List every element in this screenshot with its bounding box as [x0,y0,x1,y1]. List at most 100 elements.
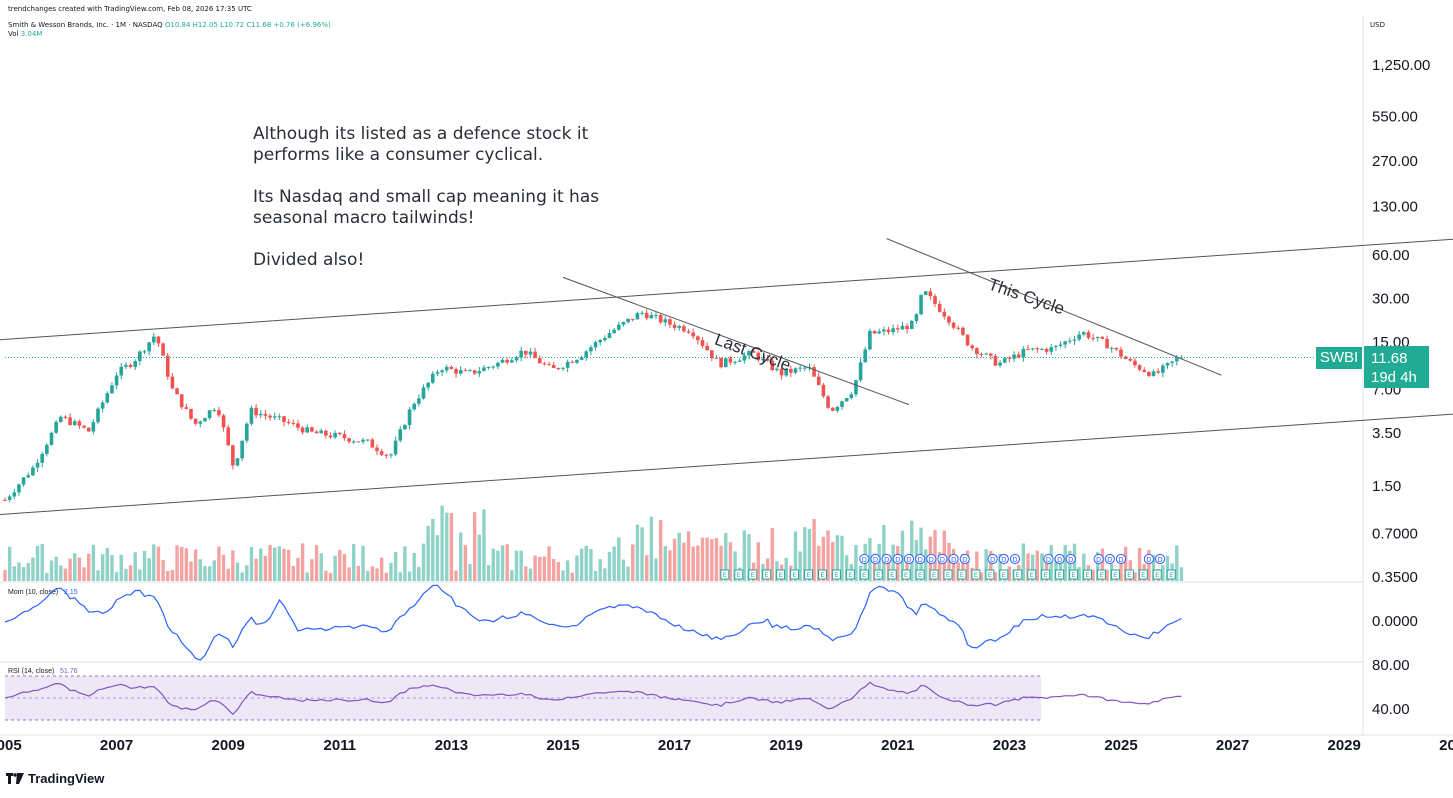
candle-body [124,364,128,367]
trendline-last-cycle [562,276,910,406]
symbol-legend[interactable]: Smith & Wesson Brands, Inc. · 1M · NASDA… [8,21,331,29]
candle-body [914,314,919,321]
candle-body [584,351,589,358]
dividend-marker [926,553,937,565]
candle-body [751,351,756,353]
volume-bar [872,553,877,581]
candle-body [300,427,305,433]
volume-bar [1147,549,1151,581]
candle-body [984,353,988,355]
earnings-marker-label: E [1127,573,1131,579]
candle-body [556,368,561,370]
candle-body [235,458,240,466]
candle-body [282,416,286,422]
candle-body [96,408,100,423]
candle-body [882,329,886,332]
candle-body [3,499,7,501]
candle-body [1105,338,1109,349]
candle-body [923,291,928,295]
earnings-marker [1055,569,1065,580]
candle-body [165,355,170,377]
volume-legend[interactable]: Vol 3.04M [8,30,42,38]
this-cycle-label[interactable]: This Cycle [986,275,1067,319]
candle-body [128,364,133,367]
price-axis-tick: 550.00 [1372,108,1418,125]
volume-bar [342,553,347,581]
volume-bar [26,563,30,581]
volume-bar [626,566,630,581]
candle-body [82,425,86,428]
candle-body [91,422,96,432]
volume-bar [724,533,728,581]
dividend-marker [915,553,926,565]
volume-bar [607,551,612,581]
volume-bar [691,546,695,581]
price-axis-tick: 270.00 [1372,153,1418,170]
time-axis-tick: 2031 [1439,737,1453,754]
volume-bar [407,571,412,581]
candle-body [458,370,463,374]
volume-bar [686,531,691,581]
candle-body [393,440,398,455]
earnings-marker [1083,569,1093,580]
volume-bar [649,516,654,581]
volume-bar [682,542,686,581]
candle-body [324,430,328,436]
candle-body [770,360,775,371]
volume-bar [449,513,454,581]
candle-body [793,368,798,373]
candle-body [1165,362,1170,366]
price-axis-tick: 1.50 [1372,478,1401,495]
volume-bar [1054,556,1058,581]
volume-bar [891,544,895,581]
earnings-marker [845,569,855,580]
candle-body [863,349,868,363]
volume-bar [510,570,514,581]
candle-body [514,357,519,361]
candle-body [668,319,672,325]
trendline-this-cycle [886,238,1222,376]
earnings-marker [734,569,744,580]
earnings-marker-label: E [1072,573,1076,579]
volume-bar [268,544,272,581]
candle-body [68,417,72,425]
volume-bar [110,554,114,581]
volume-bar [1137,548,1142,581]
candle-body [737,360,742,362]
dividend-marker [870,553,881,565]
earnings-marker-label: E [946,573,950,579]
volume-bar [1091,569,1095,581]
candle-body [305,427,310,433]
volume-bar [384,572,388,581]
candle-body [417,398,421,404]
earnings-marker [901,569,911,580]
last-cycle-label[interactable]: Last Cycle [712,330,793,375]
volume-bar [403,546,407,581]
earnings-marker [817,569,827,580]
annotation-note[interactable]: Although its listed as a defence stock i… [253,124,600,270]
candle-body [444,366,449,371]
candle-body [412,403,416,410]
volume-bar [519,550,523,581]
volume-bar [565,560,570,581]
tradingview-logo[interactable]: TradingView [6,771,104,786]
candle-body [747,351,751,356]
candle-body [231,445,235,466]
candle-body [705,345,709,351]
candle-body [310,427,314,432]
candle-body [496,362,500,367]
volume-bar [68,558,72,581]
volume-bar [575,555,579,581]
dividend-marker [881,553,892,565]
dividend-marker [987,553,998,565]
candle-body [1161,365,1165,373]
earnings-marker [1166,569,1176,580]
price-axis-tick: 130.00 [1372,199,1418,216]
candle-body [919,294,923,315]
candle-body [72,421,77,425]
candle-body [868,330,872,350]
rsi-axis-tick: 40.00 [1372,701,1410,718]
candle-body [505,359,509,363]
